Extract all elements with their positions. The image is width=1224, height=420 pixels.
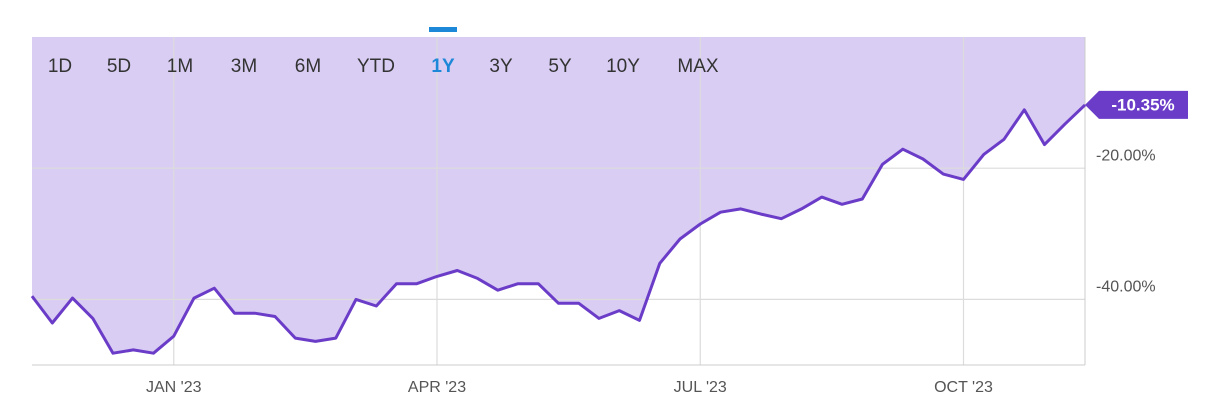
- range-button[interactable]: 3Y: [489, 56, 513, 77]
- y-tick-label: -40.00%: [1096, 279, 1156, 296]
- value-tag: [1085, 90, 1188, 119]
- value-label: -10.35%: [1111, 95, 1174, 114]
- range-button[interactable]: 3M: [231, 56, 257, 77]
- range-button[interactable]: MAX: [677, 56, 719, 77]
- range-button[interactable]: 6M: [295, 56, 321, 77]
- area: [32, 37, 1085, 354]
- range-button[interactable]: 1M: [167, 56, 193, 77]
- line: [30, 103, 1087, 355]
- range-button[interactable]: 1Y: [431, 56, 455, 77]
- range-button[interactable]: 5Y: [548, 56, 572, 77]
- range-button[interactable]: 5D: [107, 56, 131, 77]
- x-tick-label: APR '23: [408, 379, 466, 396]
- x-tick-label: OCT '23: [934, 379, 993, 396]
- selected-indicator: [429, 27, 457, 32]
- x-tick-label: JUL '23: [674, 379, 727, 396]
- range-button[interactable]: YTD: [357, 56, 395, 77]
- y-tick-label: -20.00%: [1096, 147, 1156, 164]
- range-button[interactable]: 1D: [48, 56, 72, 77]
- range-button[interactable]: 10Y: [606, 56, 640, 77]
- x-tick-label: JAN '23: [146, 379, 202, 396]
